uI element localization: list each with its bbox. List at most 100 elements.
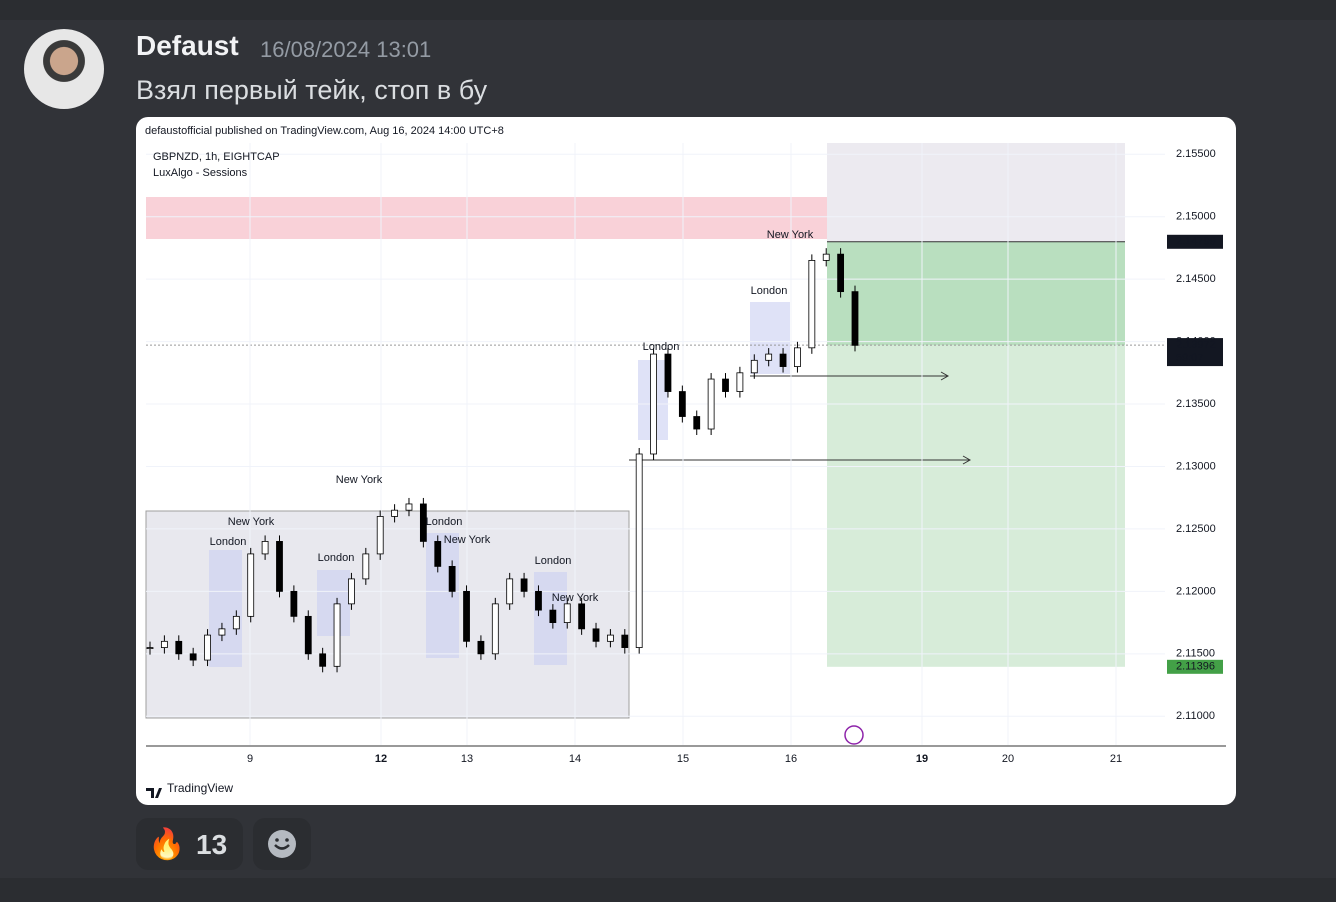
- candle-body: [506, 578, 514, 605]
- lightning-icon: [844, 725, 864, 745]
- candle-body: [736, 372, 744, 392]
- message-text: Взял первый тейк, стоп в бу: [136, 75, 488, 105]
- session-label: London: [643, 341, 680, 353]
- candle-body: [837, 253, 845, 293]
- reaction-emoji: 🔥: [148, 828, 186, 861]
- session-label: London: [426, 516, 463, 528]
- y-tick-label: 2.15000: [1176, 211, 1216, 223]
- candle-body: [304, 615, 312, 655]
- x-tick-label: 21: [1110, 753, 1122, 765]
- candle-body: [707, 378, 715, 430]
- y-tick-label: 2.13500: [1176, 398, 1216, 410]
- candle-body: [434, 541, 442, 567]
- candle-body: [621, 634, 629, 648]
- smiley-icon: [268, 830, 296, 858]
- session-label: London: [318, 552, 355, 564]
- x-tick-label: 15: [677, 753, 689, 765]
- bottom-bar: [0, 878, 1336, 902]
- candle-body: [419, 503, 427, 542]
- session-label: New York: [444, 534, 491, 546]
- candle-body: [247, 553, 255, 617]
- candle-body: [722, 378, 729, 392]
- filled-zone: [827, 241, 1125, 346]
- candle-body: [261, 541, 269, 555]
- session-box: [209, 550, 242, 667]
- candle-body: [146, 647, 154, 649]
- price-label-bg: [1167, 338, 1223, 367]
- y-tick-label: 2.14500: [1176, 273, 1216, 285]
- session-label: New York: [228, 516, 275, 528]
- add-reaction[interactable]: [253, 818, 311, 870]
- x-tick-label: 16: [785, 753, 797, 765]
- chart-title: GBPNZD, 1h, EIGHTCAP: [153, 151, 280, 163]
- x-tick-label: 19: [916, 753, 928, 765]
- image-embed[interactable]: defaustofficial published on TradingView…: [136, 117, 1236, 805]
- timestamp: 16/08/2024 13:01: [260, 37, 432, 62]
- candle-body: [175, 640, 183, 655]
- reaction-count: 13: [196, 829, 228, 860]
- countdown: 59:07: [1176, 352, 1204, 364]
- price-label: 2.11396: [1176, 661, 1215, 673]
- candle-body: [535, 590, 542, 611]
- author[interactable]: Defaust: [136, 30, 239, 61]
- session-label: New York: [767, 229, 814, 241]
- reaction[interactable]: [136, 818, 243, 870]
- candle-body: [333, 603, 341, 667]
- candle-body: [578, 603, 586, 630]
- chart: defaustofficial published on TradingView…: [145, 125, 1226, 798]
- y-tick-label: 2.11000: [1176, 710, 1215, 722]
- y-tick-label: 2.11500: [1176, 648, 1215, 660]
- candle-body: [232, 615, 240, 630]
- arrow-head: [940, 371, 950, 381]
- price-label-bg: [1167, 659, 1223, 674]
- candle-body: [678, 391, 686, 417]
- candle-body: [189, 653, 197, 661]
- candle-body: [477, 640, 485, 655]
- candle-body: [822, 253, 830, 261]
- candle-body: [765, 353, 773, 361]
- attribution: defaustofficial published on TradingView…: [145, 125, 504, 137]
- candle-body: [218, 628, 226, 636]
- candle-body: [779, 353, 787, 367]
- candle-body: [635, 453, 643, 648]
- x-tick-label: 12: [375, 753, 387, 765]
- candle-body: [290, 590, 298, 617]
- candle-body: [448, 565, 456, 592]
- session-label: London: [210, 536, 247, 548]
- tv-logo: [146, 788, 162, 798]
- candle-body: [491, 603, 499, 655]
- x-tick-label: 14: [569, 753, 581, 765]
- session-label: London: [535, 555, 572, 567]
- x-tick-label: 20: [1002, 753, 1014, 765]
- session-box: [426, 533, 459, 658]
- top-bar: [0, 0, 1336, 20]
- y-tick-label: 2.12000: [1176, 585, 1216, 597]
- avatar[interactable]: [24, 29, 104, 109]
- candle-body: [463, 590, 470, 642]
- session-label: New York: [336, 474, 383, 486]
- candle-body: [160, 640, 168, 648]
- session-box: [317, 570, 350, 636]
- arrow-head: [962, 455, 972, 465]
- candle-body: [808, 260, 816, 349]
- session-label: New York: [552, 592, 599, 604]
- candle-body: [650, 353, 657, 455]
- candle-body: [794, 347, 801, 367]
- candle-body: [204, 634, 211, 661]
- candle-body: [664, 353, 672, 392]
- candle-body: [563, 603, 571, 624]
- y-tick-label: 2.15500: [1176, 148, 1216, 160]
- candle-body: [520, 578, 528, 592]
- candle-body: [693, 416, 701, 430]
- candle-body: [607, 634, 614, 642]
- price-label: 2.14799: [1176, 236, 1216, 248]
- chart-subtitle: LuxAlgo - Sessions: [153, 167, 248, 179]
- candle-body: [391, 509, 398, 517]
- candle-body: [549, 609, 557, 624]
- price-label: 2.13972: [1176, 339, 1216, 351]
- candle-body: [851, 291, 859, 346]
- x-tick-label: 9: [247, 753, 253, 765]
- price-label-bg: [1167, 234, 1223, 249]
- y-tick-label: 2.13000: [1176, 460, 1216, 472]
